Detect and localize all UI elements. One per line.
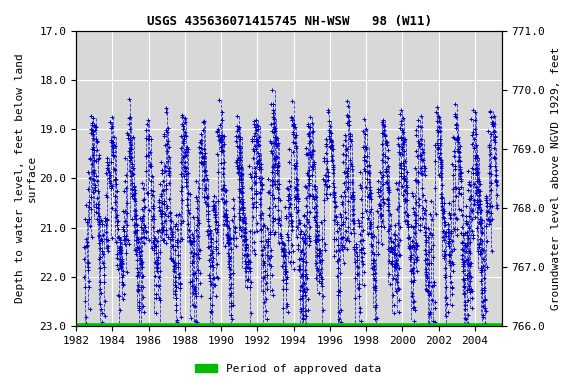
Y-axis label: Depth to water level, feet below land
surface: Depth to water level, feet below land su… <box>15 53 37 303</box>
Legend: Period of approved data: Period of approved data <box>191 359 385 379</box>
Title: USGS 435636071415745 NH-WSW   98 (W11): USGS 435636071415745 NH-WSW 98 (W11) <box>146 15 431 28</box>
Y-axis label: Groundwater level above NGVD 1929, feet: Groundwater level above NGVD 1929, feet <box>551 47 561 310</box>
